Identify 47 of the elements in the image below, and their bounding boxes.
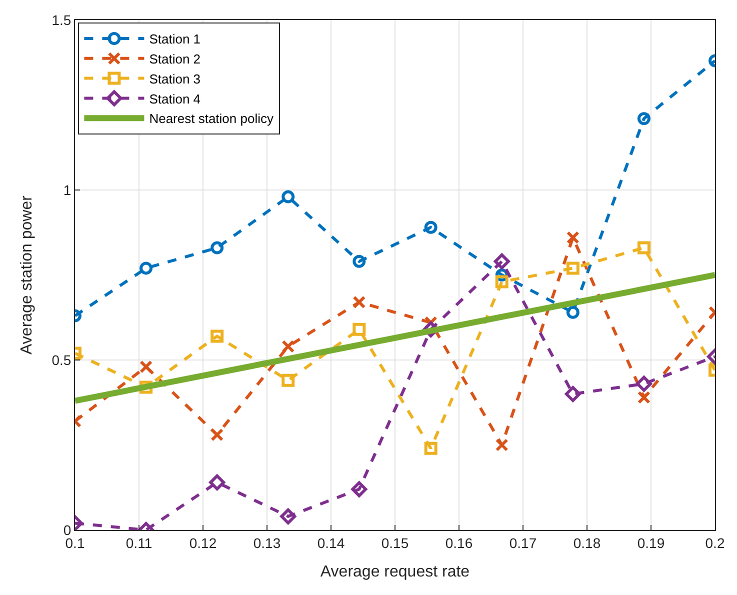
point xyxy=(352,254,366,268)
point xyxy=(637,112,650,126)
point xyxy=(637,241,650,254)
point xyxy=(282,190,295,204)
x-tick-label: 0.12 xyxy=(189,534,217,551)
point xyxy=(495,438,508,452)
y-tick-label: 1 xyxy=(63,182,72,198)
y-axis-title: Average station power xyxy=(18,194,36,354)
point xyxy=(351,481,368,498)
point xyxy=(636,376,652,392)
point xyxy=(564,386,581,402)
y-tick-label: 1.5 xyxy=(52,12,72,28)
point xyxy=(210,241,224,254)
point xyxy=(637,390,650,404)
point xyxy=(566,306,580,319)
point xyxy=(282,340,295,353)
point xyxy=(352,296,366,309)
legend-label: Station 2 xyxy=(149,51,201,66)
point xyxy=(566,231,580,244)
x-tick-label: 0.17 xyxy=(509,534,537,551)
point xyxy=(424,220,438,234)
point xyxy=(210,428,224,442)
legend-label: Station 4 xyxy=(149,91,201,106)
point xyxy=(494,253,510,270)
x-tick-label: 0.13 xyxy=(253,534,281,551)
point xyxy=(210,330,224,343)
y-tick-label: 0.5 xyxy=(52,352,72,368)
point xyxy=(352,322,366,336)
x-tick-label: 0.15 xyxy=(381,534,409,551)
point xyxy=(140,262,153,275)
point xyxy=(424,442,438,455)
point xyxy=(209,474,226,490)
point xyxy=(280,508,296,524)
x-tick-label: 0.11 xyxy=(126,534,152,551)
x-axis-title: Average request rate xyxy=(320,564,470,580)
legend-label: Nearest station policy xyxy=(149,111,274,126)
point xyxy=(140,360,153,374)
x-tick-label: 0.19 xyxy=(637,534,665,551)
legend-label: Station 1 xyxy=(149,32,201,47)
legend-label: Station 3 xyxy=(149,71,201,86)
x-tick-label: 0.18 xyxy=(573,534,601,551)
point xyxy=(282,374,295,387)
x-tick-label: 0.2 xyxy=(705,534,725,551)
point xyxy=(566,262,580,275)
x-tick-label: 0.16 xyxy=(445,534,473,551)
point xyxy=(495,275,508,288)
x-tick-label: 0.14 xyxy=(317,534,345,551)
